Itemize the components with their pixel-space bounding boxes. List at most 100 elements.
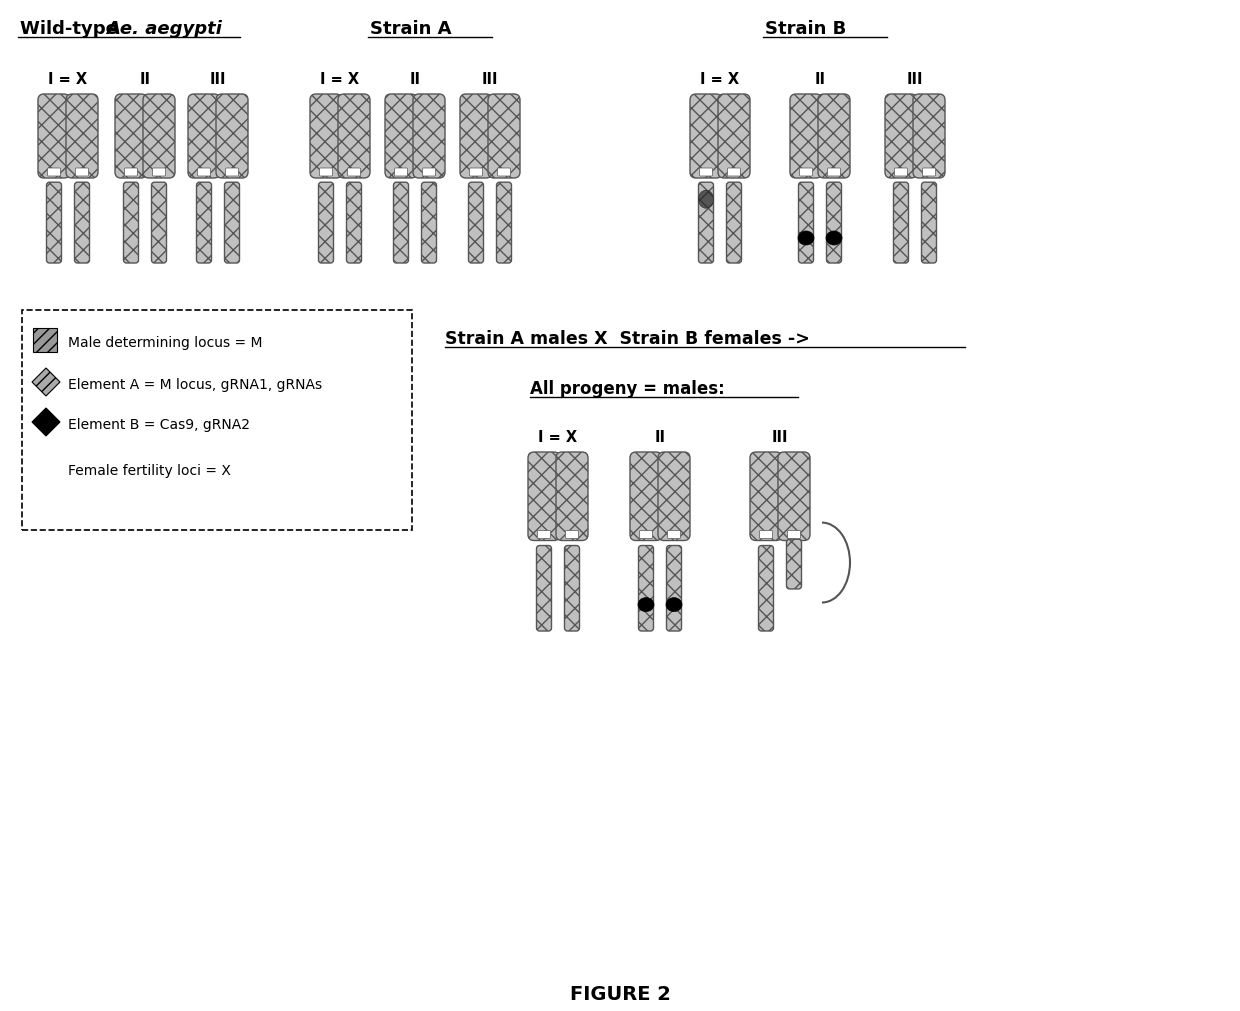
- FancyBboxPatch shape: [153, 168, 165, 176]
- Text: Strain A males X  Strain B females ->: Strain A males X Strain B females ->: [445, 330, 810, 348]
- FancyBboxPatch shape: [216, 94, 248, 178]
- Text: II: II: [655, 430, 666, 445]
- FancyBboxPatch shape: [74, 182, 89, 263]
- FancyBboxPatch shape: [913, 94, 945, 178]
- Text: Male determining locus = M: Male determining locus = M: [68, 336, 263, 350]
- FancyBboxPatch shape: [885, 94, 918, 178]
- FancyBboxPatch shape: [639, 546, 653, 631]
- Text: Female fertility loci = X: Female fertility loci = X: [68, 464, 231, 478]
- FancyBboxPatch shape: [151, 182, 166, 263]
- FancyBboxPatch shape: [640, 531, 652, 539]
- Text: Strain B: Strain B: [765, 20, 846, 38]
- FancyBboxPatch shape: [537, 531, 551, 539]
- FancyBboxPatch shape: [750, 452, 782, 541]
- FancyBboxPatch shape: [537, 546, 552, 631]
- FancyBboxPatch shape: [33, 328, 57, 352]
- FancyBboxPatch shape: [699, 168, 713, 176]
- Text: I = X: I = X: [538, 430, 578, 445]
- FancyBboxPatch shape: [564, 546, 579, 631]
- FancyBboxPatch shape: [226, 168, 238, 176]
- FancyBboxPatch shape: [799, 182, 813, 263]
- FancyBboxPatch shape: [124, 168, 138, 176]
- FancyBboxPatch shape: [827, 182, 842, 263]
- FancyBboxPatch shape: [124, 182, 139, 263]
- Ellipse shape: [639, 598, 653, 612]
- FancyBboxPatch shape: [667, 531, 681, 539]
- FancyBboxPatch shape: [413, 94, 445, 178]
- FancyBboxPatch shape: [630, 452, 662, 541]
- FancyBboxPatch shape: [786, 539, 801, 589]
- FancyBboxPatch shape: [197, 168, 211, 176]
- Text: Element B = Cas9, gRNA2: Element B = Cas9, gRNA2: [68, 418, 250, 432]
- Text: III: III: [210, 72, 226, 87]
- Text: Wild-type: Wild-type: [20, 20, 124, 38]
- FancyBboxPatch shape: [528, 452, 560, 541]
- FancyBboxPatch shape: [556, 452, 588, 541]
- Text: Element A = M locus, gRNA1, gRNAs: Element A = M locus, gRNA1, gRNAs: [68, 378, 322, 392]
- Polygon shape: [32, 408, 60, 436]
- FancyBboxPatch shape: [47, 168, 61, 176]
- Ellipse shape: [799, 231, 813, 245]
- FancyBboxPatch shape: [496, 182, 511, 263]
- FancyBboxPatch shape: [320, 168, 332, 176]
- FancyBboxPatch shape: [923, 168, 935, 176]
- Ellipse shape: [698, 190, 713, 208]
- FancyBboxPatch shape: [827, 168, 841, 176]
- Text: Ae. aegypti: Ae. aegypti: [105, 20, 222, 38]
- FancyBboxPatch shape: [728, 168, 740, 176]
- FancyBboxPatch shape: [347, 168, 361, 176]
- FancyBboxPatch shape: [469, 182, 484, 263]
- FancyBboxPatch shape: [759, 531, 773, 539]
- FancyBboxPatch shape: [393, 182, 408, 263]
- Text: III: III: [771, 430, 789, 445]
- FancyBboxPatch shape: [319, 182, 334, 263]
- FancyBboxPatch shape: [565, 531, 579, 539]
- FancyBboxPatch shape: [727, 182, 742, 263]
- FancyBboxPatch shape: [787, 531, 801, 539]
- FancyBboxPatch shape: [66, 94, 98, 178]
- FancyBboxPatch shape: [384, 94, 417, 178]
- FancyBboxPatch shape: [759, 546, 774, 631]
- FancyBboxPatch shape: [188, 94, 219, 178]
- FancyBboxPatch shape: [894, 182, 909, 263]
- FancyBboxPatch shape: [76, 168, 88, 176]
- FancyBboxPatch shape: [718, 94, 750, 178]
- FancyBboxPatch shape: [339, 94, 370, 178]
- FancyBboxPatch shape: [22, 310, 412, 530]
- FancyBboxPatch shape: [115, 94, 148, 178]
- FancyBboxPatch shape: [38, 94, 69, 178]
- FancyBboxPatch shape: [470, 168, 482, 176]
- FancyBboxPatch shape: [422, 182, 436, 263]
- FancyBboxPatch shape: [489, 94, 520, 178]
- FancyBboxPatch shape: [47, 182, 62, 263]
- Text: I = X: I = X: [701, 72, 739, 87]
- FancyBboxPatch shape: [667, 546, 682, 631]
- FancyBboxPatch shape: [346, 182, 362, 263]
- Text: All progeny = males:: All progeny = males:: [529, 380, 724, 398]
- Text: III: III: [482, 72, 498, 87]
- Text: Strain A: Strain A: [370, 20, 451, 38]
- Text: II: II: [815, 72, 826, 87]
- Ellipse shape: [826, 231, 842, 245]
- FancyBboxPatch shape: [894, 168, 908, 176]
- FancyBboxPatch shape: [460, 94, 492, 178]
- FancyBboxPatch shape: [497, 168, 511, 176]
- FancyBboxPatch shape: [689, 94, 722, 178]
- FancyBboxPatch shape: [196, 182, 212, 263]
- FancyBboxPatch shape: [224, 182, 239, 263]
- FancyBboxPatch shape: [818, 94, 849, 178]
- Text: II: II: [139, 72, 150, 87]
- FancyBboxPatch shape: [777, 452, 810, 541]
- Text: I = X: I = X: [320, 72, 360, 87]
- FancyBboxPatch shape: [423, 168, 435, 176]
- Ellipse shape: [666, 598, 682, 612]
- FancyBboxPatch shape: [790, 94, 822, 178]
- Text: II: II: [409, 72, 420, 87]
- FancyBboxPatch shape: [394, 168, 408, 176]
- FancyBboxPatch shape: [698, 182, 713, 263]
- Polygon shape: [32, 368, 60, 396]
- FancyBboxPatch shape: [310, 94, 342, 178]
- Text: FIGURE 2: FIGURE 2: [569, 985, 671, 1004]
- Text: III: III: [906, 72, 924, 87]
- FancyBboxPatch shape: [921, 182, 936, 263]
